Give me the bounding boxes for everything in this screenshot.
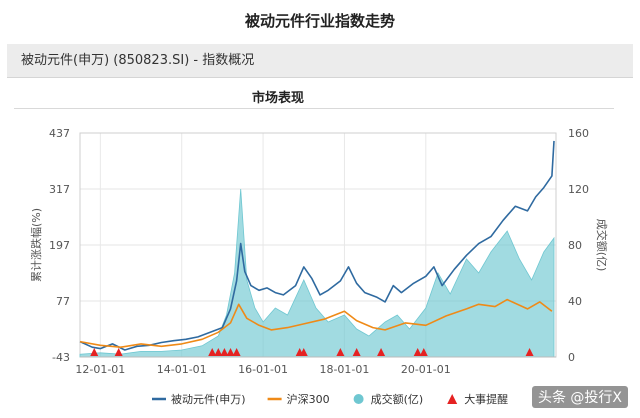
event-marker	[299, 348, 308, 356]
y-tick-label: -43	[52, 351, 70, 364]
event-marker	[377, 348, 386, 356]
index-line-series	[79, 140, 555, 351]
x-tick-label: 18-01-01	[319, 363, 369, 376]
y2-tick-label: 80	[568, 239, 582, 252]
y2-tick-label: 120	[568, 183, 589, 196]
event-marker	[214, 348, 223, 356]
event-marker	[220, 348, 229, 356]
y-tick-label: 317	[49, 183, 70, 196]
x-tick-label: 16-01-01	[238, 363, 288, 376]
legend-triangle-swatch	[447, 394, 458, 404]
y2-axis-label: 成交额(亿)	[595, 219, 609, 272]
event-marker	[208, 348, 217, 356]
y2-tick-label: 40	[568, 295, 582, 308]
y-tick-label: 437	[49, 127, 70, 140]
x-tick-label: 12-01-01	[75, 363, 125, 376]
page-title: 被动元件行业指数走势	[244, 12, 395, 30]
y-tick-label: 197	[49, 239, 70, 252]
event-marker	[336, 348, 345, 356]
event-marker	[226, 348, 235, 356]
event-marker	[413, 348, 422, 356]
event-marker	[114, 348, 123, 356]
legend-label: 大事提醒	[464, 392, 508, 406]
index-overview-bar: 被动元件(申万) (850823.SI) - 指数概况	[7, 44, 633, 78]
watermark: 头条 @投行X	[531, 386, 628, 408]
x-tick-label: 14-01-01	[157, 363, 207, 376]
section-title: 市场表现	[251, 91, 304, 106]
event-marker	[525, 348, 534, 356]
event-marker	[90, 348, 99, 356]
y-axis-label: 累计涨跌幅(%)	[29, 208, 43, 282]
y2-tick-label: 0	[568, 351, 575, 364]
x-tick-label: 20-01-01	[401, 363, 451, 376]
csi300-line-series	[79, 298, 553, 348]
y2-tick-label: 160	[568, 127, 589, 140]
event-marker	[352, 348, 361, 356]
turnover-area-series	[79, 188, 555, 358]
event-marker	[419, 348, 428, 356]
y-tick-label: 77	[56, 295, 70, 308]
legend-dot-swatch	[353, 394, 364, 404]
legend-label: 沪深300	[287, 392, 330, 406]
event-marker	[232, 348, 241, 356]
legend-label: 成交额(亿)	[371, 392, 424, 406]
legend-label: 被动元件(申万)	[171, 393, 246, 406]
section-divider	[14, 108, 614, 109]
